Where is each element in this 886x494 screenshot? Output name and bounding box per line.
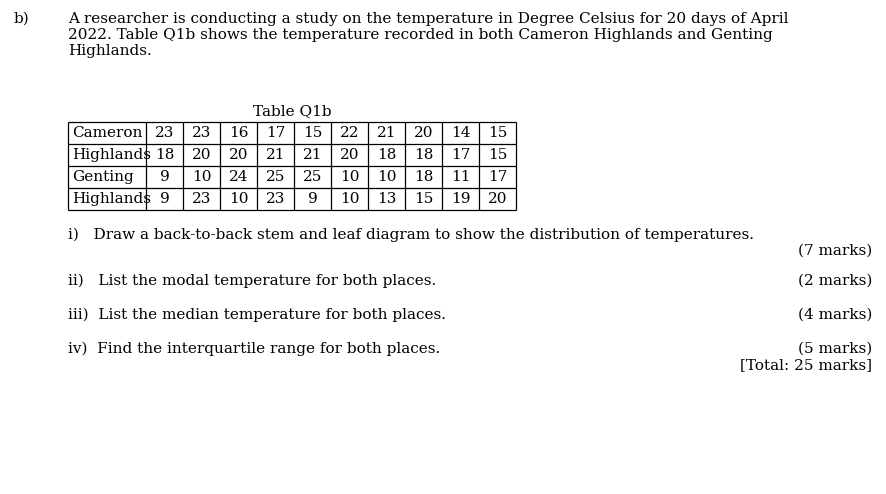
- Text: 10: 10: [339, 192, 359, 206]
- Text: 9: 9: [159, 192, 169, 206]
- Text: Highlands: Highlands: [72, 192, 151, 206]
- Text: (4 marks): (4 marks): [797, 308, 871, 322]
- Text: 10: 10: [229, 192, 248, 206]
- Text: 15: 15: [302, 126, 322, 140]
- Text: 19: 19: [450, 192, 470, 206]
- Text: (7 marks): (7 marks): [797, 244, 871, 258]
- Text: (5 marks): (5 marks): [797, 342, 871, 356]
- Text: 9: 9: [307, 192, 317, 206]
- Text: 2022. Table Q1b shows the temperature recorded in both Cameron Highlands and Gen: 2022. Table Q1b shows the temperature re…: [68, 28, 772, 42]
- Text: ii)   List the modal temperature for both places.: ii) List the modal temperature for both …: [68, 274, 436, 288]
- Text: Cameron: Cameron: [72, 126, 143, 140]
- Text: 21: 21: [302, 148, 322, 162]
- Text: 17: 17: [266, 126, 285, 140]
- Text: Table Q1b: Table Q1b: [253, 104, 331, 118]
- Text: b): b): [14, 12, 30, 26]
- Text: 20: 20: [487, 192, 507, 206]
- Text: 25: 25: [266, 170, 285, 184]
- Text: iii)  List the median temperature for both places.: iii) List the median temperature for bot…: [68, 308, 446, 323]
- Text: 20: 20: [413, 126, 432, 140]
- Text: i)   Draw a back-to-back stem and leaf diagram to show the distribution of tempe: i) Draw a back-to-back stem and leaf dia…: [68, 228, 753, 243]
- Text: [Total: 25 marks]: [Total: 25 marks]: [739, 358, 871, 372]
- Text: 24: 24: [229, 170, 248, 184]
- Text: 15: 15: [487, 148, 507, 162]
- Text: 14: 14: [450, 126, 470, 140]
- Text: 10: 10: [339, 170, 359, 184]
- Text: 18: 18: [155, 148, 174, 162]
- Text: 20: 20: [229, 148, 248, 162]
- Text: 16: 16: [229, 126, 248, 140]
- Text: 15: 15: [487, 126, 507, 140]
- Text: 25: 25: [302, 170, 322, 184]
- Text: 13: 13: [377, 192, 396, 206]
- Text: Genting: Genting: [72, 170, 134, 184]
- Text: (2 marks): (2 marks): [797, 274, 871, 288]
- Text: A researcher is conducting a study on the temperature in Degree Celsius for 20 d: A researcher is conducting a study on th…: [68, 12, 788, 26]
- Text: 22: 22: [339, 126, 359, 140]
- Text: 10: 10: [191, 170, 211, 184]
- Text: 9: 9: [159, 170, 169, 184]
- Text: Highlands.: Highlands.: [68, 44, 152, 58]
- Text: 18: 18: [414, 148, 432, 162]
- Text: 20: 20: [339, 148, 359, 162]
- Text: 18: 18: [377, 148, 396, 162]
- Text: 23: 23: [191, 126, 211, 140]
- Text: 11: 11: [450, 170, 470, 184]
- Text: 17: 17: [450, 148, 470, 162]
- Text: 23: 23: [266, 192, 285, 206]
- Text: 18: 18: [414, 170, 432, 184]
- Text: 23: 23: [155, 126, 174, 140]
- Text: 23: 23: [191, 192, 211, 206]
- Text: iv)  Find the interquartile range for both places.: iv) Find the interquartile range for bot…: [68, 342, 439, 356]
- Text: 10: 10: [377, 170, 396, 184]
- Text: 21: 21: [377, 126, 396, 140]
- Text: Highlands: Highlands: [72, 148, 151, 162]
- Text: 20: 20: [191, 148, 211, 162]
- Text: 17: 17: [487, 170, 507, 184]
- Text: 15: 15: [414, 192, 432, 206]
- Text: 21: 21: [266, 148, 285, 162]
